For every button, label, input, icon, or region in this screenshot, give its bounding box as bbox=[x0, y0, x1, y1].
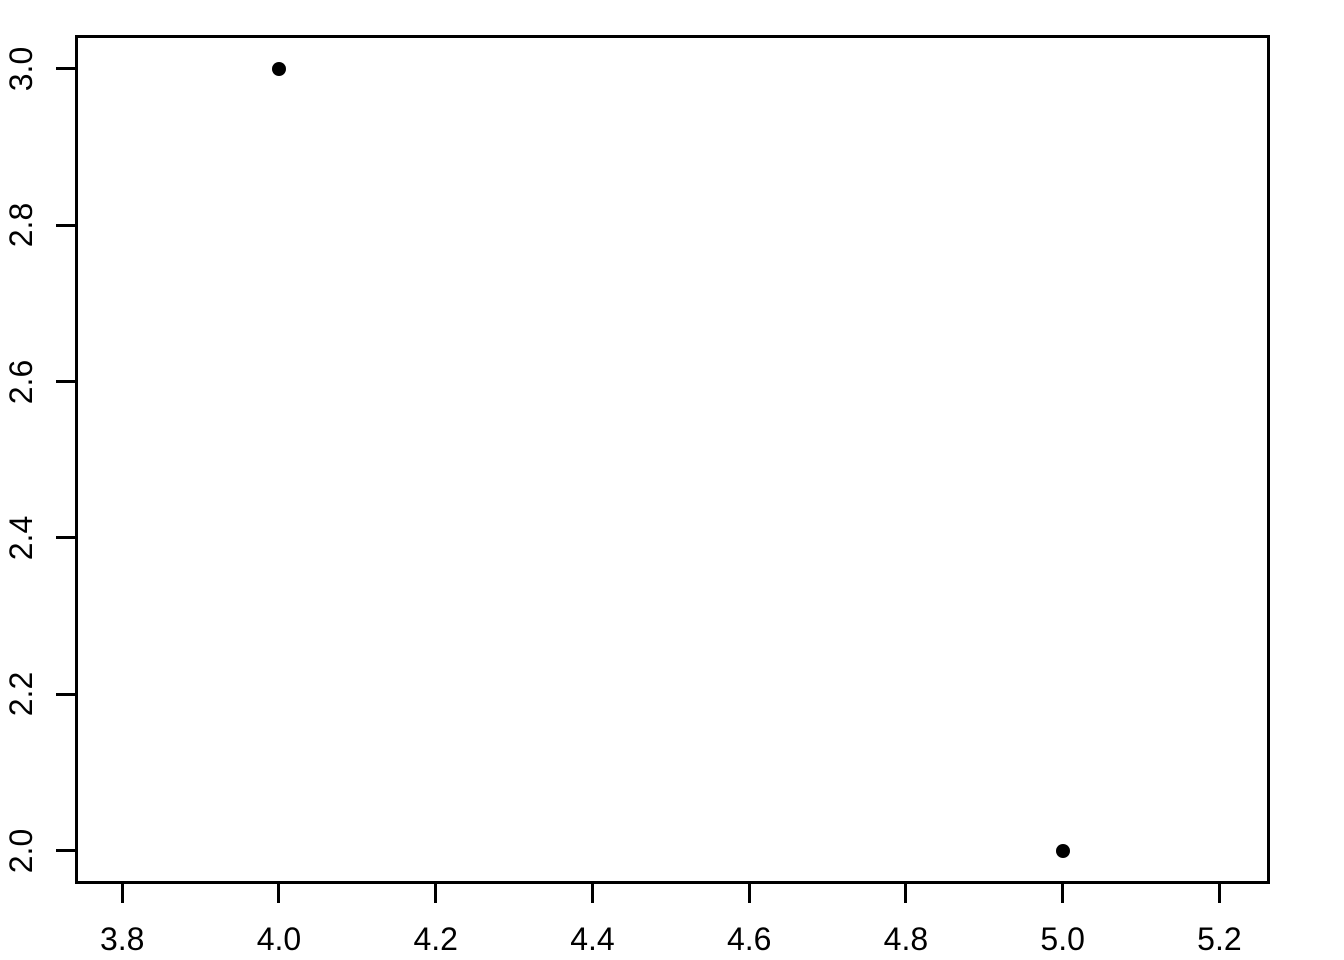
y-axis-tick-label: 2.4 bbox=[3, 515, 39, 561]
x-axis-tick bbox=[747, 883, 751, 903]
x-axis-tick-label: 4.4 bbox=[570, 921, 615, 957]
x-axis-tick bbox=[277, 883, 281, 903]
y-axis-tick-label: 2.2 bbox=[3, 672, 39, 717]
y-axis-tick-label: 2.8 bbox=[3, 202, 39, 248]
x-axis-tick-label: 5.0 bbox=[1040, 921, 1085, 957]
y-axis-tick bbox=[55, 849, 75, 853]
x-axis-tick-label: 4.2 bbox=[413, 921, 458, 957]
x-axis-tick bbox=[590, 883, 594, 903]
x-axis-tick bbox=[1217, 883, 1221, 903]
y-axis-tick bbox=[55, 223, 75, 227]
data-point bbox=[271, 61, 286, 76]
y-axis-tick-label: 2.0 bbox=[3, 828, 39, 873]
x-axis-tick bbox=[434, 883, 438, 903]
x-axis-tick bbox=[1061, 883, 1065, 903]
x-axis-tick bbox=[904, 883, 908, 903]
plot-area bbox=[74, 34, 1270, 884]
x-axis-tick-label: 4.6 bbox=[726, 921, 772, 957]
x-axis-tick-label: 5.2 bbox=[1197, 921, 1242, 957]
x-axis-tick-label: 4.0 bbox=[256, 921, 302, 957]
y-axis-tick bbox=[55, 67, 75, 71]
y-axis-tick bbox=[55, 692, 75, 696]
y-axis-tick-label: 2.6 bbox=[3, 359, 39, 404]
y-axis-tick-label: 3.0 bbox=[3, 46, 39, 92]
x-axis-tick-label: 3.8 bbox=[99, 921, 145, 957]
x-axis-tick-label: 4.8 bbox=[883, 921, 929, 957]
y-axis-tick bbox=[55, 536, 75, 540]
data-point bbox=[1055, 843, 1070, 858]
y-axis-tick bbox=[55, 380, 75, 384]
x-axis-tick bbox=[120, 883, 124, 903]
